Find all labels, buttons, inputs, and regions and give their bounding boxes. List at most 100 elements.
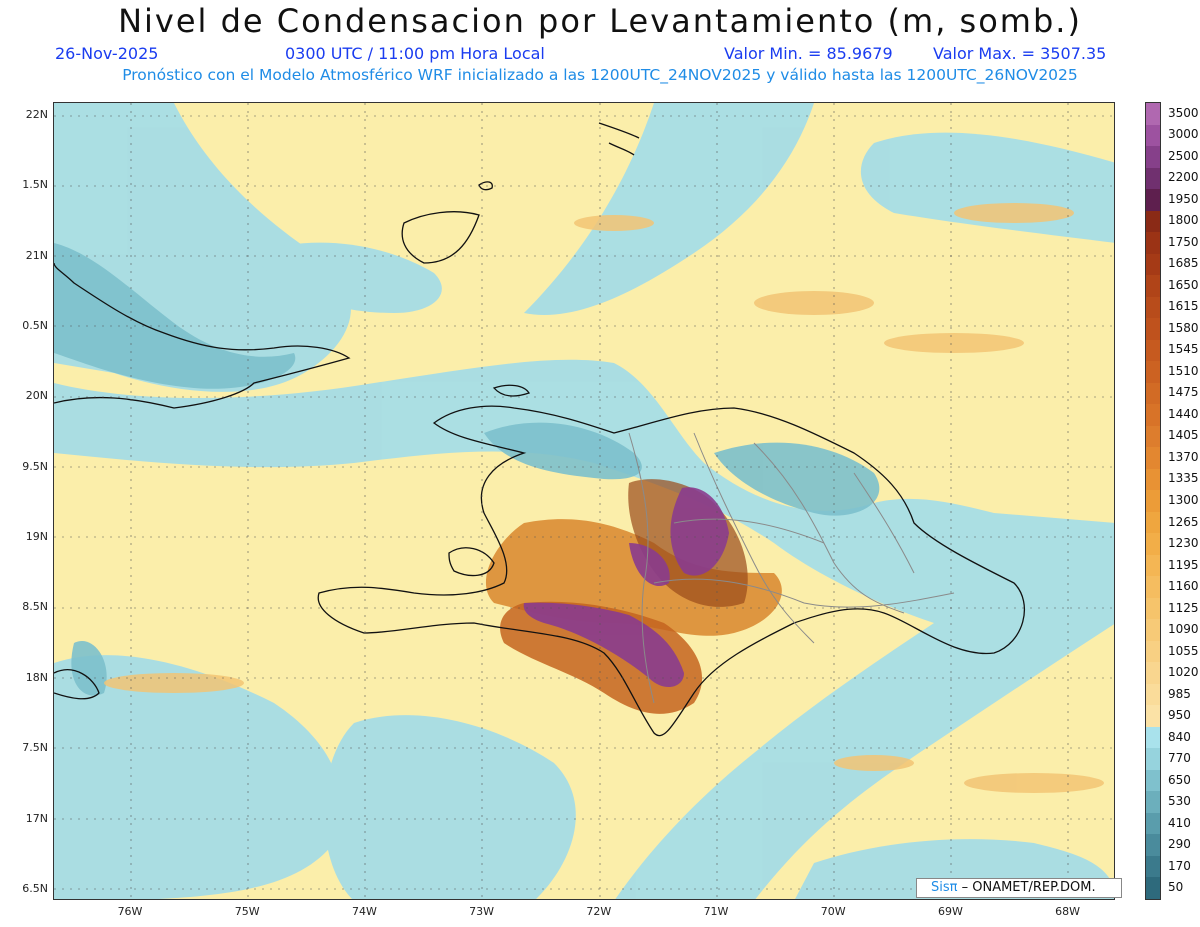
- colorbar-label: 2500: [1168, 148, 1199, 163]
- colorbar-label: 1020: [1168, 665, 1199, 680]
- colorbar-label: 3000: [1168, 127, 1199, 142]
- colorbar-label: 1510: [1168, 363, 1199, 378]
- lon-tick-label: 76W: [117, 905, 143, 918]
- colorbar: [1145, 102, 1161, 900]
- colorbar-label: 840: [1168, 729, 1191, 744]
- lat-tick-label: 7.5N: [22, 741, 48, 755]
- colorbar-segment: [1146, 275, 1160, 298]
- credit-sis: Sisπ: [931, 880, 958, 895]
- colorbar-label: 1750: [1168, 234, 1199, 249]
- colorbar-label: 290: [1168, 837, 1191, 852]
- lat-tick-label: 17N: [25, 811, 48, 825]
- min-value: Valor Min. = 85.9679: [724, 44, 893, 63]
- colorbar-label: 170: [1168, 858, 1191, 873]
- map-panel: [53, 102, 1115, 900]
- colorbar-segment: [1146, 705, 1160, 728]
- colorbar-label: 1615: [1168, 299, 1199, 314]
- lat-tick-label: 9.5N: [22, 459, 48, 473]
- lon-tick-label: 68W: [1055, 905, 1081, 918]
- colorbar-label: 1195: [1168, 557, 1199, 572]
- lon-tick-label: 74W: [351, 905, 377, 918]
- colorbar-segment: [1146, 210, 1160, 233]
- lon-tick-label: 72W: [586, 905, 612, 918]
- colorbar-segment: [1146, 361, 1160, 384]
- lon-tick-label: 73W: [469, 905, 495, 918]
- colorbar-segment: [1146, 855, 1160, 878]
- colorbar-segment: [1146, 683, 1160, 706]
- colorbar-segment: [1146, 339, 1160, 362]
- colorbar-label: 1545: [1168, 342, 1199, 357]
- warm-streaks: [104, 203, 1104, 793]
- forecast-time: 0300 UTC / 11:00 pm Hora Local: [285, 44, 545, 63]
- colorbar-segment: [1146, 232, 1160, 255]
- max-value: Valor Max. = 3507.35: [933, 44, 1107, 63]
- colorbar-segment: [1146, 726, 1160, 749]
- colorbar-segment: [1146, 834, 1160, 857]
- lat-tick-label: 1.5N: [22, 178, 48, 192]
- colorbar-label: 950: [1168, 708, 1191, 723]
- colorbar-segment: [1146, 103, 1160, 125]
- colorbar-label: 770: [1168, 751, 1191, 766]
- colorbar-label: 1125: [1168, 600, 1199, 615]
- lon-tick-label: 69W: [937, 905, 963, 918]
- colorbar-segment: [1146, 576, 1160, 599]
- colorbar-label: 1370: [1168, 449, 1199, 464]
- colorbar-label: 1160: [1168, 579, 1199, 594]
- colorbar-segment: [1146, 167, 1160, 190]
- colorbar-label: 410: [1168, 815, 1191, 830]
- lat-tick-label: 8.5N: [22, 600, 48, 614]
- colorbar-label: 50: [1168, 880, 1184, 895]
- colorbar-segment: [1146, 877, 1160, 900]
- colorbar-label: 1405: [1168, 428, 1199, 443]
- lat-tick-label: 20N: [25, 389, 48, 403]
- graticule: [54, 103, 1114, 899]
- colorbar-label: 1230: [1168, 536, 1199, 551]
- colorbar-segment: [1146, 404, 1160, 427]
- colorbar-label: 1055: [1168, 643, 1199, 658]
- colorbar-label: 1950: [1168, 191, 1199, 206]
- colorbar-label: 1800: [1168, 213, 1199, 228]
- colorbar-segment: [1146, 812, 1160, 835]
- colorbar-segment: [1146, 748, 1160, 771]
- forecast-date: 26-Nov-2025: [55, 44, 159, 63]
- credit-box: Sisπ – ONAMET/REP.DOM.: [916, 878, 1122, 898]
- colorbar-label: 1300: [1168, 493, 1199, 507]
- colorbar-segment: [1146, 533, 1160, 556]
- colorbar-label: 1475: [1168, 385, 1199, 400]
- coastlines: [54, 122, 1026, 737]
- colorbar-segment: [1146, 382, 1160, 405]
- colorbar-segment: [1146, 662, 1160, 685]
- colorbar-label: 2200: [1168, 170, 1199, 185]
- colorbar-segment: [1146, 124, 1160, 147]
- lat-tick-label: 21N: [25, 248, 48, 262]
- colorbar-segment: [1146, 447, 1160, 470]
- colorbar-segment: [1146, 296, 1160, 319]
- lcl-map: [54, 103, 1114, 899]
- lat-tick-label: 18N: [25, 670, 48, 684]
- colorbar-label: 1440: [1168, 406, 1199, 421]
- colorbar-label: 1090: [1168, 622, 1199, 637]
- province-borders: [628, 432, 955, 704]
- colorbar-segment: [1146, 791, 1160, 814]
- colorbar-segment: [1146, 769, 1160, 792]
- lon-tick-label: 71W: [703, 905, 729, 918]
- lon-tick-label: 75W: [234, 905, 260, 918]
- colorbar-segment: [1146, 468, 1160, 491]
- colorbar-label: 1335: [1168, 471, 1199, 486]
- colorbar-segment: [1146, 146, 1160, 169]
- lat-tick-label: 6.5N: [22, 881, 48, 895]
- colorbar-label: 650: [1168, 772, 1191, 787]
- colorbar-label: 1265: [1168, 514, 1199, 529]
- colorbar-segment: [1146, 554, 1160, 577]
- colorbar-segment: [1146, 425, 1160, 448]
- lon-tick-label: 70W: [820, 905, 846, 918]
- colorbar-label: 530: [1168, 794, 1191, 809]
- colorbar-segment: [1146, 619, 1160, 642]
- colorbar-segment: [1146, 318, 1160, 341]
- moist-dark-patches: [54, 243, 880, 696]
- colorbar-segment: [1146, 490, 1160, 513]
- lat-tick-label: 19N: [25, 530, 48, 544]
- lat-tick-label: 22N: [25, 108, 48, 121]
- chart-title: Nivel de Condensacion por Levantamiento …: [118, 2, 1082, 40]
- colorbar-label: 1685: [1168, 256, 1199, 271]
